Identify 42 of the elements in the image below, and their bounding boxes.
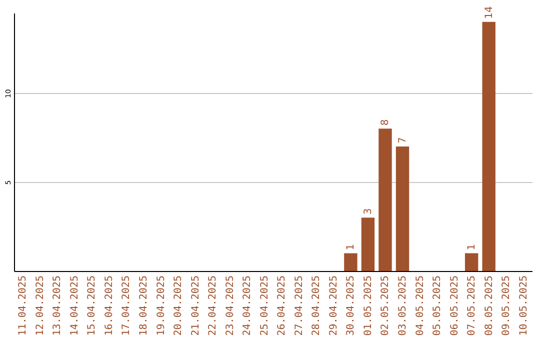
data-label: 3 bbox=[362, 208, 374, 215]
bar bbox=[344, 253, 358, 271]
data-label: 7 bbox=[398, 137, 408, 144]
data-label: 1 bbox=[346, 244, 357, 250]
bar bbox=[482, 22, 496, 271]
bar bbox=[361, 218, 375, 271]
x-tick-label: 21.04.2025 bbox=[190, 276, 202, 336]
x-tick-label: 13.04.2025 bbox=[52, 276, 64, 336]
x-tick-label: 11.04.2025 bbox=[18, 276, 29, 336]
bar bbox=[464, 253, 478, 271]
x-tick-label: 02.05.2025 bbox=[380, 276, 392, 336]
x-tick-label: 25.04.2025 bbox=[259, 276, 270, 336]
x-tick-label: 09.05.2025 bbox=[501, 276, 512, 336]
x-tick-label: 15.04.2025 bbox=[86, 276, 98, 336]
x-tick-label: 29.04.2025 bbox=[328, 276, 340, 336]
x-tick-label: 26.04.2025 bbox=[276, 276, 288, 336]
x-tick-label: 04.05.2025 bbox=[414, 276, 426, 336]
data-label: 1 bbox=[466, 244, 478, 250]
data-label: 8 bbox=[380, 119, 392, 126]
x-tick-label: 30.04.2025 bbox=[346, 276, 357, 336]
x-tick-label: 19.04.2025 bbox=[156, 276, 167, 336]
x-tick-label: 18.04.2025 bbox=[138, 276, 150, 336]
x-tick-label: 08.05.2025 bbox=[484, 276, 495, 336]
x-tick-label: 17.04.2025 bbox=[121, 276, 132, 336]
x-tick-label: 12.04.2025 bbox=[34, 276, 46, 336]
x-tick-label: 05.05.2025 bbox=[432, 276, 444, 336]
x-tick-label: 14.04.2025 bbox=[69, 276, 80, 336]
x-tick-label: 10.05.2025 bbox=[518, 276, 530, 336]
x-tick-label: 16.04.2025 bbox=[104, 276, 115, 336]
x-tick-label: 03.05.2025 bbox=[398, 276, 408, 336]
x-tick-label: 27.04.2025 bbox=[294, 276, 305, 336]
data-label: 14 bbox=[484, 6, 495, 19]
x-tick-label: 07.05.2025 bbox=[466, 276, 478, 336]
bar bbox=[378, 128, 392, 271]
x-tick-label: 20.04.2025 bbox=[173, 276, 184, 336]
x-tick-label: 23.04.2025 bbox=[224, 276, 236, 336]
x-tick-label: 28.04.2025 bbox=[311, 276, 322, 336]
x-tick-label: 24.04.2025 bbox=[242, 276, 254, 336]
bar bbox=[396, 146, 410, 271]
x-tick-label: 01.05.2025 bbox=[362, 276, 374, 336]
x-tick-label: 22.04.2025 bbox=[208, 276, 219, 336]
x-tick-label: 06.05.2025 bbox=[449, 276, 460, 336]
